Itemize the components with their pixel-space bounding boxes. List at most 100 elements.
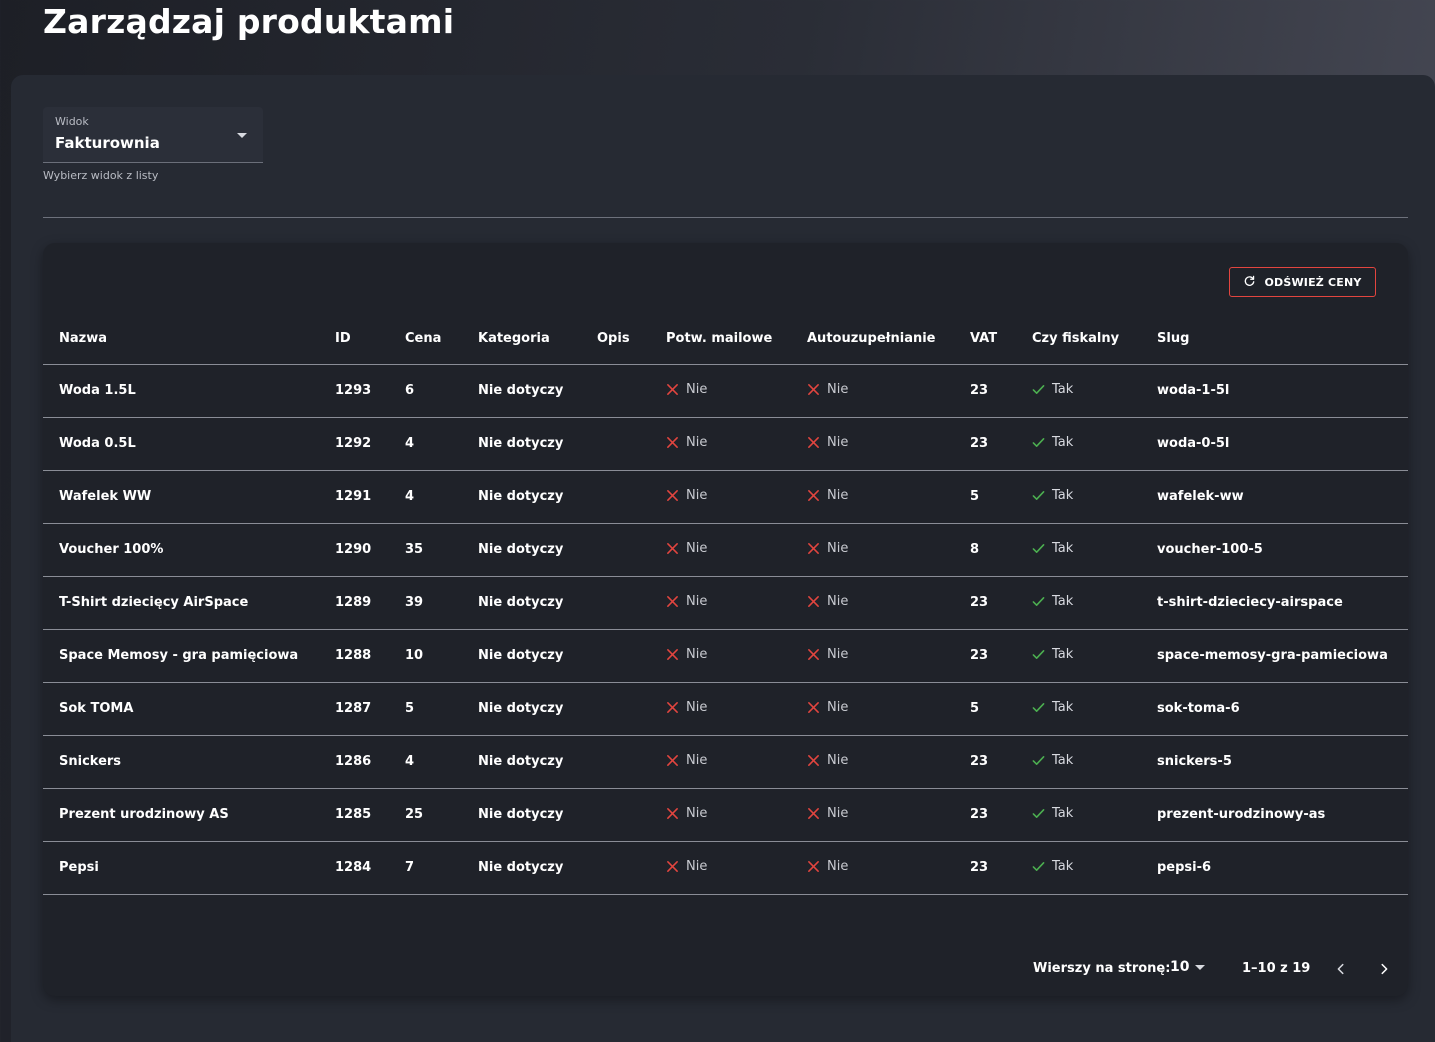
cell-name: Woda 0.5L	[43, 417, 319, 471]
boolean-label: Nie	[827, 752, 849, 768]
close-icon	[807, 860, 820, 873]
previous-page-button[interactable]	[1329, 957, 1353, 981]
column-header[interactable]: Slug	[1141, 313, 1408, 365]
boolean-label: Nie	[827, 381, 849, 397]
column-header[interactable]: Autouzupełnianie	[791, 313, 954, 365]
table-row[interactable]: Sok TOMA 1287 5 Nie dotyczy Nie Nie 5 Tak sok-to…	[43, 682, 1408, 736]
column-header[interactable]: VAT	[954, 313, 1016, 365]
products-table: Nazwa ID Cena Kategoria Opis Potw. mailowe Aut…	[43, 313, 1408, 895]
boolean-label: Nie	[686, 487, 708, 503]
close-icon	[807, 489, 820, 502]
refresh-prices-button[interactable]: ODŚWIEŻ CENY	[1229, 267, 1376, 297]
cell-email-confirm: Nie	[650, 841, 791, 895]
check-icon	[1032, 383, 1045, 396]
rows-per-page-label: Wierszy na stronę:	[1033, 961, 1171, 976]
cell-slug: woda-1-5l	[1141, 364, 1408, 418]
cell-id: 1288	[319, 629, 389, 683]
table-row[interactable]: Pepsi 1284 7 Nie dotyczy Nie Nie 23 Tak pepsi-6	[43, 841, 1408, 895]
boolean-label: Nie	[827, 699, 849, 715]
check-icon	[1032, 860, 1045, 873]
cell-fiscal: Tak	[1016, 523, 1141, 577]
page-title: Zarządzaj produktami	[43, 2, 455, 41]
boolean-label: Tak	[1052, 593, 1074, 609]
view-select-helper: Wybierz widok z listy	[43, 169, 159, 182]
cell-autofill: Nie	[791, 629, 954, 683]
column-header[interactable]: Cena	[389, 313, 462, 365]
next-page-button[interactable]	[1372, 957, 1396, 981]
close-icon	[666, 754, 679, 767]
column-header[interactable]: Kategoria	[462, 313, 581, 365]
cell-vat: 23	[954, 788, 1016, 842]
table-row[interactable]: Prezent urodzinowy AS 1285 25 Nie dotyczy Ni…	[43, 788, 1408, 842]
rows-per-page-select[interactable]: 10	[1170, 959, 1206, 975]
cell-category: Nie dotyczy	[462, 682, 581, 736]
table-row[interactable]: Woda 1.5L 1293 6 Nie dotyczy Nie Nie 23 Tak woda…	[43, 364, 1408, 418]
close-icon	[807, 595, 820, 608]
cell-description	[581, 576, 650, 630]
cell-description	[581, 629, 650, 683]
column-header[interactable]: Nazwa	[43, 313, 319, 365]
cell-slug: prezent-urodzinowy-as	[1141, 788, 1408, 842]
cell-fiscal: Tak	[1016, 841, 1141, 895]
check-icon	[1032, 542, 1045, 555]
cell-name: Prezent urodzinowy AS	[43, 788, 319, 842]
cell-description	[581, 523, 650, 577]
table-row[interactable]: T-Shirt dziecięcy AirSpace 1289 39 Nie doty…	[43, 576, 1408, 630]
table-body: Woda 1.5L 1293 6 Nie dotyczy Nie Nie 23 Tak woda…	[43, 364, 1408, 895]
table-row[interactable]: Voucher 100% 1290 35 Nie dotyczy Nie Nie 8 Tak v…	[43, 523, 1408, 577]
cell-description	[581, 841, 650, 895]
close-icon	[807, 542, 820, 555]
cell-email-confirm: Nie	[650, 576, 791, 630]
cell-vat: 8	[954, 523, 1016, 577]
table-row[interactable]: Woda 0.5L 1292 4 Nie dotyczy Nie Nie 23 Tak woda…	[43, 417, 1408, 471]
check-icon	[1032, 648, 1045, 661]
cell-description	[581, 682, 650, 736]
pagination-range: 1–10 z 19	[1242, 961, 1311, 976]
cell-price: 6	[389, 364, 462, 418]
boolean-label: Tak	[1052, 434, 1074, 450]
close-icon	[666, 489, 679, 502]
main-panel: Widok Fakturownia Wybierz widok z listy …	[11, 75, 1435, 1042]
cell-slug: wafelek-ww	[1141, 470, 1408, 524]
cell-vat: 23	[954, 629, 1016, 683]
check-icon	[1032, 436, 1045, 449]
check-icon	[1032, 807, 1045, 820]
column-header[interactable]: ID	[319, 313, 389, 365]
boolean-label: Nie	[686, 752, 708, 768]
refresh-prices-label: ODŚWIEŻ CENY	[1264, 275, 1362, 289]
cell-email-confirm: Nie	[650, 735, 791, 789]
column-header[interactable]: Czy fiskalny	[1016, 313, 1141, 365]
cell-category: Nie dotyczy	[462, 576, 581, 630]
boolean-label: Tak	[1052, 752, 1074, 768]
cell-autofill: Nie	[791, 470, 954, 524]
cell-category: Nie dotyczy	[462, 788, 581, 842]
check-icon	[1032, 754, 1045, 767]
column-header[interactable]: Opis	[581, 313, 650, 365]
cell-fiscal: Tak	[1016, 735, 1141, 789]
cell-vat: 23	[954, 417, 1016, 471]
table-row[interactable]: Snickers 1286 4 Nie dotyczy Nie Nie 23 Tak snick…	[43, 735, 1408, 789]
boolean-label: Tak	[1052, 381, 1074, 397]
cell-slug: woda-0-5l	[1141, 417, 1408, 471]
boolean-label: Nie	[827, 646, 849, 662]
table-row[interactable]: Wafelek WW 1291 4 Nie dotyczy Nie Nie 5 Tak wafe…	[43, 470, 1408, 524]
rows-per-page-value: 10	[1170, 959, 1190, 975]
boolean-label: Nie	[686, 646, 708, 662]
cell-vat: 5	[954, 470, 1016, 524]
column-header[interactable]: Potw. mailowe	[650, 313, 791, 365]
cell-category: Nie dotyczy	[462, 735, 581, 789]
boolean-label: Nie	[827, 434, 849, 450]
close-icon	[666, 383, 679, 396]
cell-price: 39	[389, 576, 462, 630]
products-table-card: ODŚWIEŻ CENY Nazwa ID Cena Kategoria Opis Pot…	[43, 243, 1408, 996]
close-icon	[807, 436, 820, 449]
cell-fiscal: Tak	[1016, 364, 1141, 418]
close-icon	[666, 807, 679, 820]
cell-description	[581, 735, 650, 789]
table-row[interactable]: Space Memosy - gra pamięciowa 1288 10 Nie d…	[43, 629, 1408, 683]
close-icon	[807, 648, 820, 661]
view-select[interactable]: Widok Fakturownia	[43, 107, 263, 163]
close-icon	[666, 595, 679, 608]
cell-autofill: Nie	[791, 417, 954, 471]
boolean-label: Nie	[827, 805, 849, 821]
